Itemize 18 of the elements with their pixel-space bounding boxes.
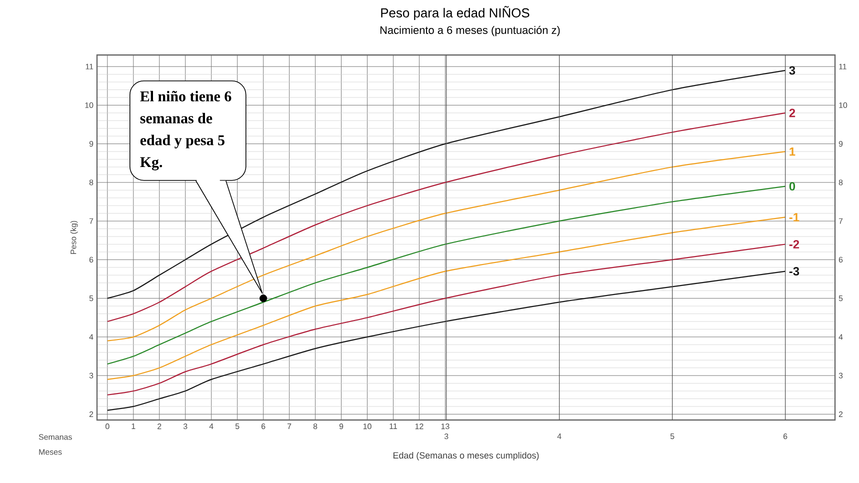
chart-subtitle: Nacimiento a 6 meses (puntuación z) <box>380 26 560 36</box>
line-series <box>106 112 786 322</box>
series-label: 1 <box>790 147 796 156</box>
chart-title: Peso para la edad NIÑOS <box>381 6 530 20</box>
series-label: -3 <box>789 267 800 276</box>
series-label: 0 <box>789 182 796 191</box>
line-series <box>106 70 786 299</box>
line-series <box>106 270 786 411</box>
line-series <box>106 216 786 380</box>
annotation: El niño tiene 6 semanas de edad y pesa 5 Kg. <box>140 90 232 170</box>
series-label: -1 <box>789 213 800 222</box>
x-axis-title: Edad (Semanas o meses cumplidos) <box>393 452 539 460</box>
line-series <box>106 150 786 342</box>
series-label: 3 <box>789 66 796 75</box>
line-series <box>106 244 786 396</box>
line-series <box>106 186 786 365</box>
series-label: -2 <box>789 240 800 248</box>
series-label: 2 <box>789 108 796 118</box>
